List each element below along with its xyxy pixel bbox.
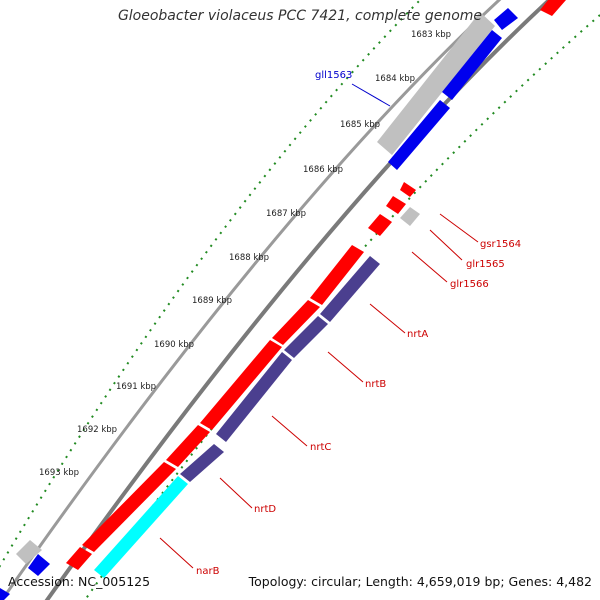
leader-glr1566 bbox=[411, 251, 448, 283]
gene-label-gsr1564[interactable]: gsr1564 bbox=[480, 239, 521, 250]
gene-block-blue-bottom bbox=[28, 554, 50, 576]
gene-block-red-2 bbox=[272, 300, 320, 345]
leader-nrtD bbox=[219, 477, 253, 509]
gene-label-narB[interactable]: narB bbox=[196, 566, 220, 577]
page-title: Gloeobacter violaceus PCC 7421, complete… bbox=[117, 8, 483, 24]
gene-label-glr1566[interactable]: glr1566 bbox=[450, 279, 489, 290]
gene-blocks bbox=[0, 0, 566, 600]
tick-label: 1692 kbp bbox=[77, 425, 117, 435]
gene-block-red-1 bbox=[310, 245, 364, 305]
tick-labels: 1683 kbp 1684 kbp 1685 kbp 1686 kbp 1687… bbox=[39, 30, 451, 478]
gene-block-blue-1 bbox=[494, 8, 518, 30]
gene-block-purple-3 bbox=[216, 352, 292, 442]
tick-label: 1686 kbp bbox=[303, 165, 343, 175]
topology-label: Topology: circular; Length: 4,659,019 bp… bbox=[248, 574, 592, 589]
accession-label: Accession: NC_005125 bbox=[8, 574, 151, 589]
gene-block-purple-2 bbox=[284, 316, 328, 358]
leader-nrtB bbox=[327, 351, 364, 383]
gene-block-glr1566 bbox=[368, 214, 392, 236]
tick-label: 1685 kbp bbox=[340, 120, 380, 130]
leader-gsr1564 bbox=[439, 213, 479, 243]
backbone bbox=[0, 0, 553, 600]
tick-label: 1684 kbp bbox=[375, 74, 415, 84]
backbone-inner bbox=[0, 0, 502, 600]
gene-label-nrtD[interactable]: nrtD bbox=[254, 504, 276, 515]
gene-label-nrtB[interactable]: nrtB bbox=[365, 379, 386, 390]
tick-label: 1688 kbp bbox=[229, 253, 269, 263]
gene-labels: gll1563 gsr1564 glr1565 glr1566 nrtA nrt… bbox=[196, 70, 521, 577]
tick-label: 1691 kbp bbox=[116, 382, 156, 392]
tick-label: 1683 kbp bbox=[411, 30, 451, 40]
gene-block-narB bbox=[94, 476, 188, 578]
tick-label: 1693 kbp bbox=[39, 468, 79, 478]
leader-glr1565 bbox=[429, 229, 463, 261]
leader-nrtC bbox=[271, 415, 308, 447]
gene-label-gll1563[interactable]: gll1563 bbox=[315, 70, 352, 81]
gene-block-purple-1 bbox=[320, 256, 380, 322]
gene-block-grey-top bbox=[377, 12, 495, 155]
gene-block-grey-bottom bbox=[16, 540, 42, 564]
gene-block-glr1565 bbox=[386, 196, 406, 214]
gene-block-blue-3 bbox=[388, 100, 450, 170]
leader-gll1563 bbox=[351, 83, 391, 107]
gene-block-red-6 bbox=[66, 547, 92, 570]
gene-label-nrtC[interactable]: nrtC bbox=[310, 442, 331, 453]
gene-block-purple-4 bbox=[180, 444, 224, 482]
tick-label: 1690 kbp bbox=[154, 340, 194, 350]
leader-lines bbox=[159, 83, 479, 569]
gene-label-nrtA[interactable]: nrtA bbox=[407, 329, 428, 340]
backbone-outer bbox=[44, 0, 553, 600]
gene-block-blue-2 bbox=[442, 30, 502, 100]
gene-block-grey-mid bbox=[400, 207, 420, 226]
gene-block-red-3 bbox=[200, 340, 282, 430]
tick-label: 1687 kbp bbox=[266, 209, 306, 219]
gene-block-gsr1564 bbox=[400, 182, 416, 197]
gene-block-red-5 bbox=[82, 462, 176, 552]
tick-label: 1689 kbp bbox=[192, 296, 232, 306]
gene-label-glr1565[interactable]: glr1565 bbox=[466, 259, 505, 270]
gene-block-red-top bbox=[540, 0, 566, 16]
gene-block-blue-edge bbox=[0, 588, 10, 600]
gene-block-red-4 bbox=[166, 425, 210, 467]
leader-narB bbox=[159, 537, 194, 569]
leader-nrtA bbox=[369, 303, 406, 334]
